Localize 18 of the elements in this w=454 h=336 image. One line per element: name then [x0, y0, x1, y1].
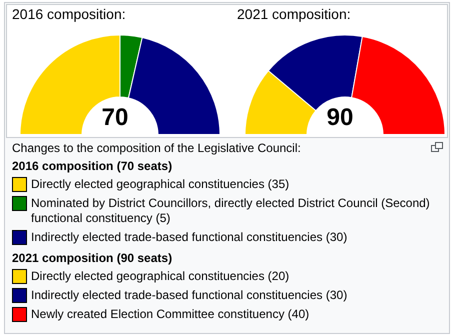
- chart-title: 2021 composition:: [237, 6, 351, 22]
- legend-label: Newly created Election Committee constituency: [31, 307, 284, 321]
- data-label: (30): [326, 288, 348, 302]
- legend-label: Indirectly elected trade-based functional constituencies: [31, 230, 323, 244]
- data-label: (35): [268, 177, 290, 191]
- data-label: (20): [268, 269, 290, 283]
- legend-label: Indirectly elected trade-based functional constituencies: [31, 288, 323, 302]
- data-label: (30): [326, 230, 348, 244]
- legend-label: Directly elected geographical constituencies: [31, 177, 264, 191]
- chart-title: 2016 composition:: [12, 6, 126, 22]
- data-label: (5): [156, 211, 170, 225]
- legend-label: Directly elected geographical constituencies: [31, 269, 264, 283]
- text: 70: [100, 104, 130, 132]
- legend-title: 2016 composition (70 seats): [12, 159, 174, 174]
- text: Changes to the composition of the Legislative Council:: [12, 141, 302, 156]
- text: 90: [326, 104, 354, 132]
- data-label: (40): [288, 307, 310, 321]
- legend-title: 2021 composition (90 seats): [12, 251, 174, 266]
